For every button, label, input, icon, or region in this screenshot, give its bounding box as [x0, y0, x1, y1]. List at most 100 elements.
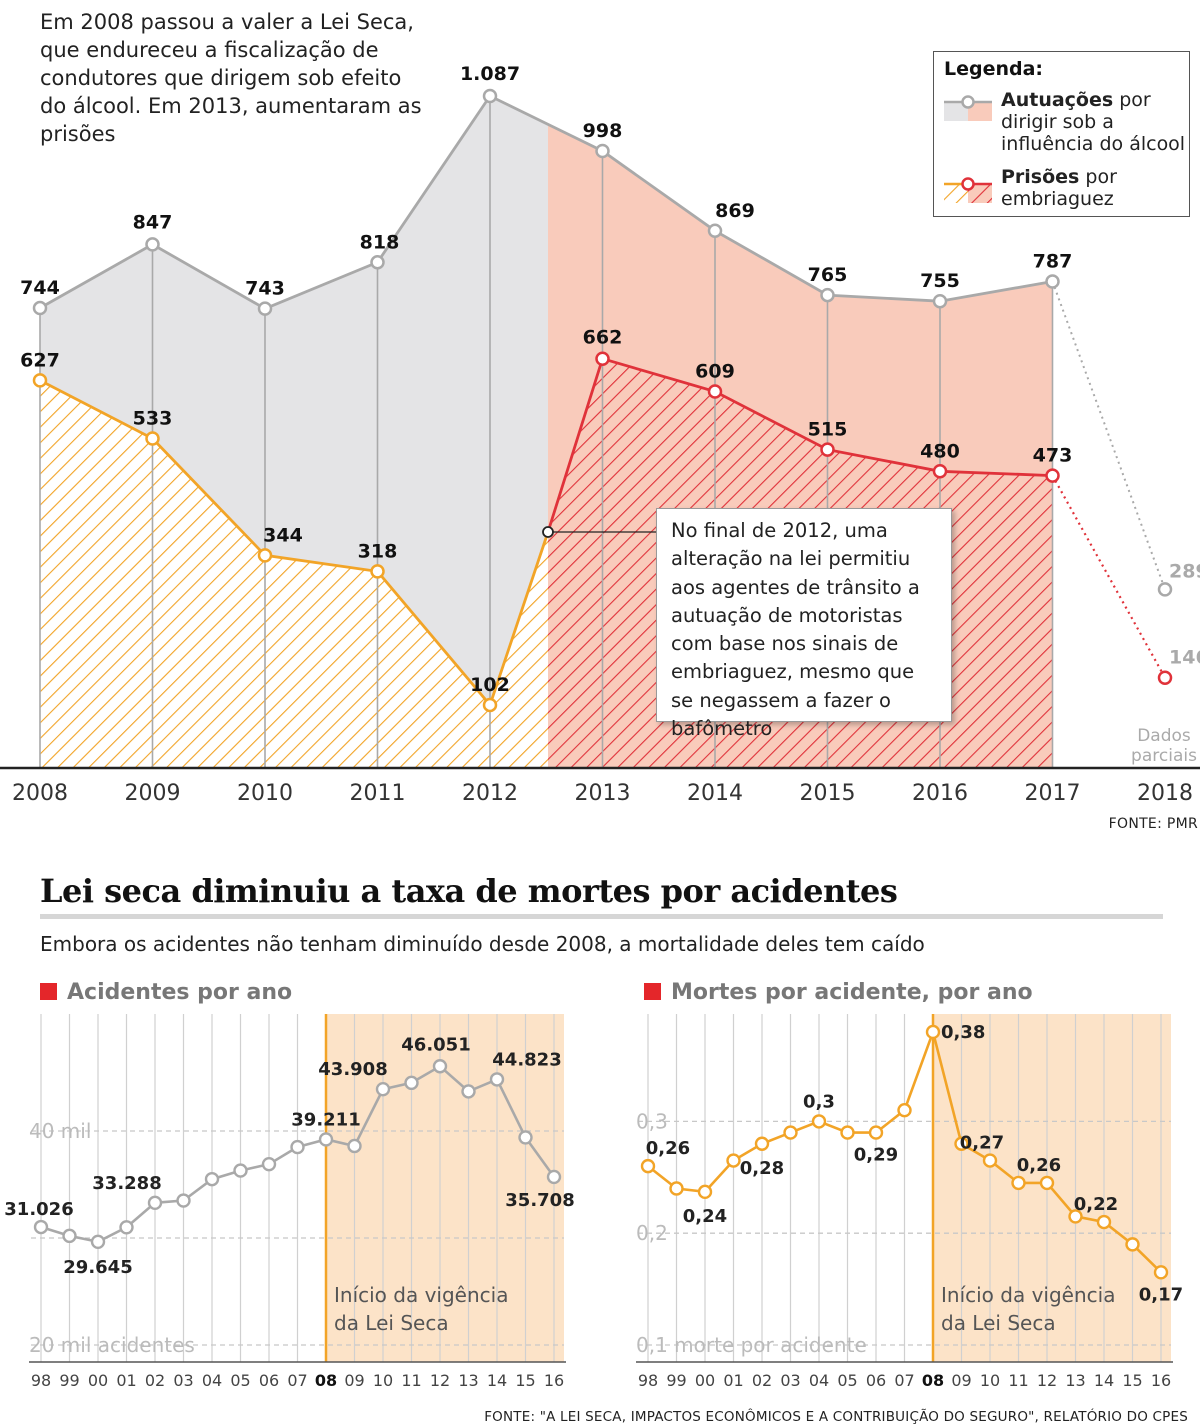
death-chart-x-label-10: 10 [980, 1371, 1000, 1390]
prisoes-point-2009 [145, 431, 160, 446]
autuacoes-point-2018 [1157, 582, 1173, 597]
accidents-title: Acidentes por ano [40, 980, 292, 1005]
death-chart-x-label-12: 12 [1037, 1371, 1057, 1390]
prisoes-label-2010: 344 [263, 524, 303, 546]
death-chart-x-label-05: 05 [837, 1371, 857, 1390]
source-top: FONTE: PMR [1108, 816, 1198, 832]
legend-item-autuacoes: Autuações por dirigir sob a influência d… [1001, 89, 1189, 155]
year-label-2010: 2010 [237, 781, 293, 806]
death-chart-x-label-14: 14 [1094, 1371, 1114, 1390]
acc-chart-x-label-02: 02 [145, 1371, 165, 1390]
legend-autuacoes-rest: por dirigir sob a influência do álcool [1001, 89, 1186, 155]
death-chart-ytick-label: 0,3 [636, 1109, 668, 1133]
legend-title: Legenda: [944, 58, 1044, 80]
year-label-2014: 2014 [687, 781, 743, 806]
legend-swatches [944, 95, 992, 203]
year-label-2012: 2012 [462, 781, 518, 806]
death-chart-x-label-06: 06 [866, 1371, 886, 1390]
acc-chart-point-16 [546, 1169, 562, 1185]
death-chart-point-06 [868, 1125, 884, 1140]
deaths-chart: 0,1 morte por acidente 0,2 0,3 Início da vi… [636, 1014, 1183, 1390]
prisoes-point-2010 [257, 548, 273, 563]
prisoes-area-before [40, 380, 548, 768]
legend-item-prisoes: Prisões por embriaguez [1001, 166, 1189, 210]
autuacoes-point-2012 [482, 88, 498, 104]
legend-marker-red [961, 177, 975, 191]
death-chart-point-01 [726, 1153, 741, 1168]
acc-chart-x-label-16: 16 [544, 1371, 564, 1390]
prisoes-label-2016: 480 [920, 440, 960, 462]
prisoes-point-2018 [1157, 670, 1173, 685]
prisoes-label-2017: 473 [1033, 445, 1073, 467]
death-chart-point-13 [1068, 1209, 1083, 1224]
acc-chart-x-label-01: 01 [116, 1371, 136, 1390]
acc-chart-x-label-08: 08 [315, 1371, 337, 1390]
prisoes-label-2012: 102 [470, 674, 510, 696]
acc-chart-point-02 [147, 1195, 163, 1211]
death-chart-point-15 [1125, 1237, 1140, 1252]
death-chart-ytick-label: 0,2 [636, 1221, 668, 1245]
death-chart-point-10 [982, 1153, 998, 1168]
death-chart-x-label-98: 98 [638, 1371, 658, 1390]
legend: Legenda: Autuações por dirigir sob a inf… [933, 51, 1190, 217]
acc-chart-x-label-11: 11 [401, 1371, 421, 1390]
autuacoes-label-2012: 1.087 [460, 63, 520, 85]
acc-chart-point-03 [176, 1193, 191, 1208]
acc-chart-point-07 [290, 1139, 305, 1155]
partial-note-line2: parciais [1131, 746, 1197, 766]
autuacoes-label-2008: 744 [20, 277, 60, 299]
death-chart-value-label-98: 0,26 [646, 1138, 690, 1159]
death-chart-value-label-00: 0,24 [683, 1206, 727, 1227]
death-chart-x-label-02: 02 [752, 1371, 772, 1390]
acc-chart-point-08 [318, 1132, 334, 1147]
legend-prisoes-rest: por embriaguez [1001, 166, 1117, 210]
acc-chart-x-label-98: 98 [31, 1371, 51, 1390]
autuacoes-label-2018: 289 [1169, 560, 1200, 582]
deaths-title: Mortes por acidente, por ano [644, 980, 1033, 1005]
callout-note: No final de 2012, uma alteração na lei p… [656, 508, 952, 740]
partial-note-line1: Dados [1137, 726, 1191, 746]
prisoes-point-2016 [932, 464, 948, 479]
legend-prisoes-bold: Prisões [1001, 166, 1080, 188]
acc-chart-x-label-14: 14 [487, 1371, 507, 1390]
death-chart-value-label-04: 0,3 [803, 1091, 835, 1112]
death-chart-value-label-12: 0,26 [1017, 1155, 1061, 1176]
prisoes-label-2011: 318 [358, 540, 398, 562]
acc-chart-point-04 [204, 1171, 220, 1187]
autuacoes-point-2010 [257, 301, 273, 316]
prisoes-point-2012 [482, 697, 498, 713]
death-chart-point-09 [954, 1136, 969, 1151]
acc-chart-point-01 [119, 1220, 134, 1235]
autuacoes-label-2010: 743 [245, 278, 285, 300]
prisoes-label-2008: 627 [20, 349, 60, 371]
red-square-icon [644, 983, 661, 1000]
death-chart-x-label-00: 00 [695, 1371, 715, 1390]
death-chart-x-label-16: 16 [1151, 1371, 1171, 1390]
autuacoes-point-2017 [1045, 274, 1060, 289]
death-chart-x-label-03: 03 [780, 1371, 800, 1390]
prisoes-point-2013 [595, 351, 610, 366]
autuacoes-label-2016: 755 [920, 270, 960, 292]
death-chart-value-label-14: 0,22 [1074, 1194, 1118, 1215]
deaths-title-text: Mortes por acidente, por ano [671, 980, 1033, 1005]
autuacoes-point-2013 [595, 143, 610, 159]
source-bottom: FONTE: "A LEI SECA, IMPACTOS ECONÔMICOS … [484, 1409, 1188, 1425]
autuacoes-point-2011 [370, 255, 385, 270]
death-chart-annotation-line2: da Lei Seca [941, 1311, 1056, 1335]
death-chart-annotation-line1: Início da vigência [941, 1283, 1115, 1307]
death-chart-x-label-08: 08 [922, 1371, 944, 1390]
autuacoes-label-2015: 765 [808, 264, 848, 286]
prisoes-point-2015 [820, 442, 835, 457]
prisoes-label-2013: 662 [583, 327, 623, 349]
acc-chart-value-label-16: 35.708 [505, 1190, 574, 1211]
acc-chart-value-label-10: 43.908 [318, 1059, 387, 1080]
acc-chart-point-12 [432, 1059, 448, 1074]
accidents-chart: 20 mil acidentes 40 mil Início da vigência… [4, 1014, 575, 1390]
death-chart-x-label-07: 07 [894, 1371, 914, 1390]
death-chart-x-label-01: 01 [723, 1371, 743, 1390]
prisoes-line-partial [1051, 475, 1166, 679]
prisoes-point-2011 [370, 564, 385, 579]
acc-chart-annotation-line1: Início da vigência [334, 1283, 508, 1307]
autuacoes-line [39, 94, 1053, 311]
autuacoes-label-2009: 847 [133, 211, 173, 233]
